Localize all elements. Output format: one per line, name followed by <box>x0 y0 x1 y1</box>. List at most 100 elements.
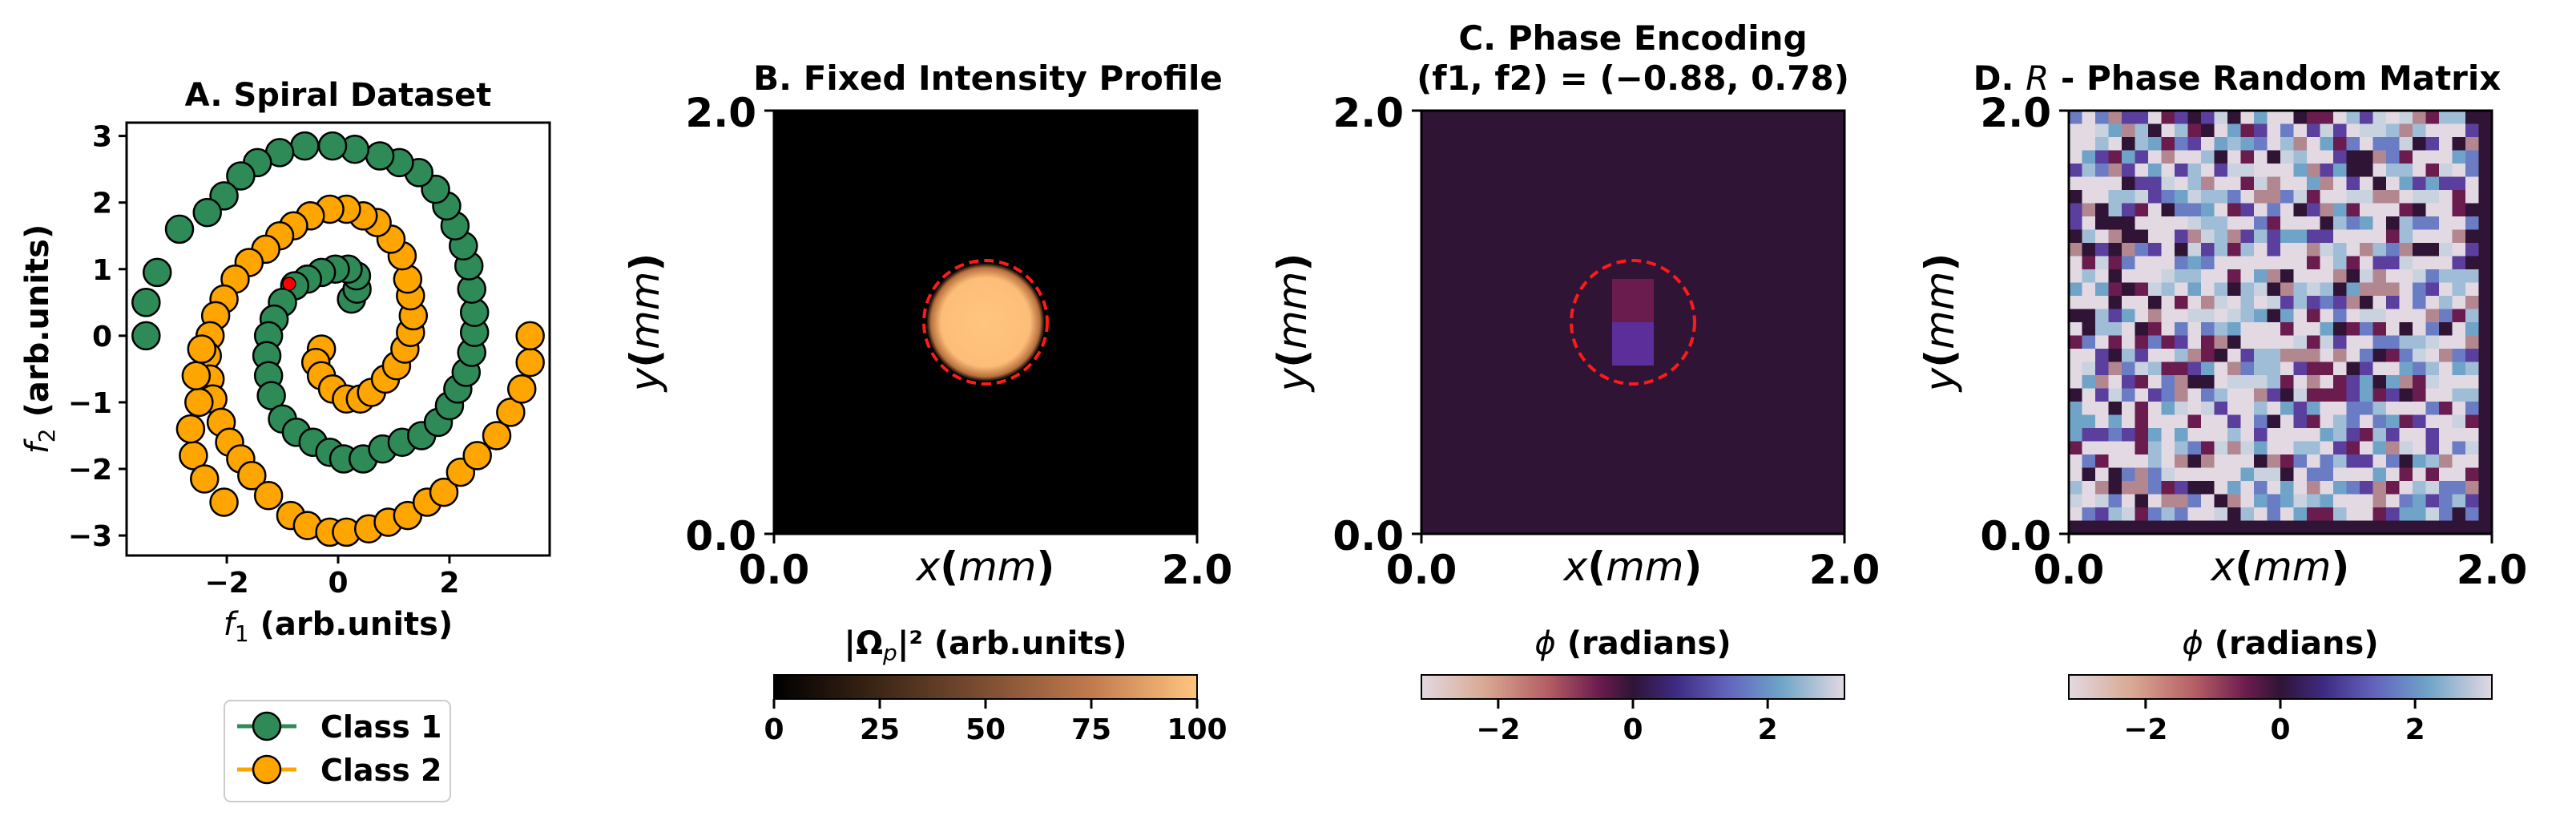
matrix-cell <box>2280 362 2294 376</box>
matrix-cell <box>2109 190 2122 204</box>
matrix-cell <box>2360 454 2373 468</box>
matrix-cell <box>2227 111 2241 124</box>
matrix-cell <box>2333 375 2347 389</box>
matrix-cell <box>2135 521 2149 535</box>
matrix-cell <box>2095 415 2109 429</box>
matrix-cell <box>2201 269 2215 283</box>
matrix-cell <box>2122 402 2135 415</box>
matrix-cell <box>2162 375 2175 389</box>
matrix-cell <box>2426 349 2440 362</box>
matrix-cell <box>2215 428 2228 442</box>
matrix-cell <box>2095 322 2109 336</box>
matrix-cell <box>2268 442 2281 455</box>
matrix-cell <box>2188 415 2202 429</box>
scatter-point-class1 <box>366 143 393 170</box>
matrix-cell <box>2307 269 2320 283</box>
scatter-point-class1 <box>291 132 318 160</box>
matrix-cell <box>2294 230 2308 244</box>
matrix-cell <box>2479 216 2493 230</box>
matrix-cell <box>2175 124 2188 138</box>
matrix-cell <box>2148 442 2162 455</box>
matrix-cell <box>2347 349 2360 362</box>
matrix-cell <box>2148 362 2162 376</box>
matrix-cell <box>2426 389 2440 402</box>
matrix-cell <box>2465 322 2479 336</box>
matrix-cell <box>2386 137 2400 151</box>
matrix-cell <box>2095 468 2109 482</box>
matrix-cell <box>2347 309 2360 323</box>
matrix-cell <box>2453 151 2466 164</box>
matrix-cell <box>2333 428 2347 442</box>
matrix-cell <box>2400 257 2413 270</box>
matrix-cell <box>2227 269 2241 283</box>
ytick-label: −2 <box>68 454 112 487</box>
panel-d-xtick-label-min: 0.0 <box>2034 547 2105 593</box>
matrix-cell <box>2333 230 2347 244</box>
matrix-cell <box>2215 415 2228 429</box>
matrix-cell <box>2175 309 2188 323</box>
scatter-point-class2 <box>255 482 282 509</box>
matrix-cell <box>2135 495 2149 508</box>
matrix-cell <box>2095 177 2109 191</box>
matrix-cell <box>2254 415 2268 429</box>
matrix-cell <box>2122 362 2135 376</box>
matrix-cell <box>2095 296 2109 309</box>
matrix-cell <box>2294 454 2308 468</box>
matrix-cell <box>2307 216 2320 230</box>
matrix-cell <box>2241 521 2255 535</box>
matrix-cell <box>2268 243 2281 257</box>
matrix-cell <box>2320 481 2334 495</box>
matrix-cell <box>2241 495 2255 508</box>
panel-d-colorbar <box>2069 675 2492 699</box>
matrix-cell <box>2254 230 2268 244</box>
matrix-cell <box>2069 243 2082 257</box>
matrix-cell <box>2465 336 2479 349</box>
matrix-cell <box>2386 507 2400 521</box>
matrix-cell <box>2254 402 2268 415</box>
matrix-cell <box>2135 454 2149 468</box>
matrix-cell <box>2215 402 2228 415</box>
panel-d-ylabel: y(mm) <box>1917 253 1963 394</box>
matrix-cell <box>2373 190 2387 204</box>
matrix-cell <box>2201 230 2215 244</box>
matrix-cell <box>2254 428 2268 442</box>
matrix-cell <box>2373 442 2387 455</box>
matrix-cell <box>2320 269 2334 283</box>
matrix-cell <box>2439 349 2453 362</box>
matrix-cell <box>2426 296 2440 309</box>
matrix-cell <box>2280 402 2294 415</box>
matrix-cell <box>2188 402 2202 415</box>
scatter-point-class2 <box>191 465 218 492</box>
matrix-cell <box>2280 389 2294 402</box>
matrix-cell <box>2135 137 2149 151</box>
matrix-cell <box>2294 309 2308 323</box>
matrix-cell <box>2268 415 2281 429</box>
matrix-cell <box>2320 164 2334 177</box>
matrix-cell <box>2227 177 2241 191</box>
matrix-cell <box>2307 190 2320 204</box>
matrix-cell <box>2307 454 2320 468</box>
matrix-cell <box>2095 402 2109 415</box>
matrix-cell <box>2453 402 2466 415</box>
matrix-cell <box>2082 442 2096 455</box>
matrix-cell <box>2241 216 2255 230</box>
matrix-cell <box>2453 243 2466 257</box>
matrix-cell <box>2400 283 2413 297</box>
matrix-cell <box>2069 309 2082 323</box>
matrix-cell <box>2215 336 2228 349</box>
matrix-cell <box>2400 296 2413 309</box>
matrix-cell <box>2122 507 2135 521</box>
matrix-cell <box>2215 216 2228 230</box>
matrix-cell <box>2268 336 2281 349</box>
matrix-cell <box>2386 481 2400 495</box>
matrix-cell <box>2294 296 2308 309</box>
matrix-cell <box>2439 296 2453 309</box>
matrix-cell <box>2135 402 2149 415</box>
matrix-cell <box>2426 137 2440 151</box>
matrix-cell <box>2109 521 2122 535</box>
matrix-cell <box>2095 442 2109 455</box>
matrix-cell <box>2307 124 2320 138</box>
matrix-cell <box>2373 309 2387 323</box>
matrix-cell <box>2227 428 2241 442</box>
matrix-cell <box>2453 190 2466 204</box>
